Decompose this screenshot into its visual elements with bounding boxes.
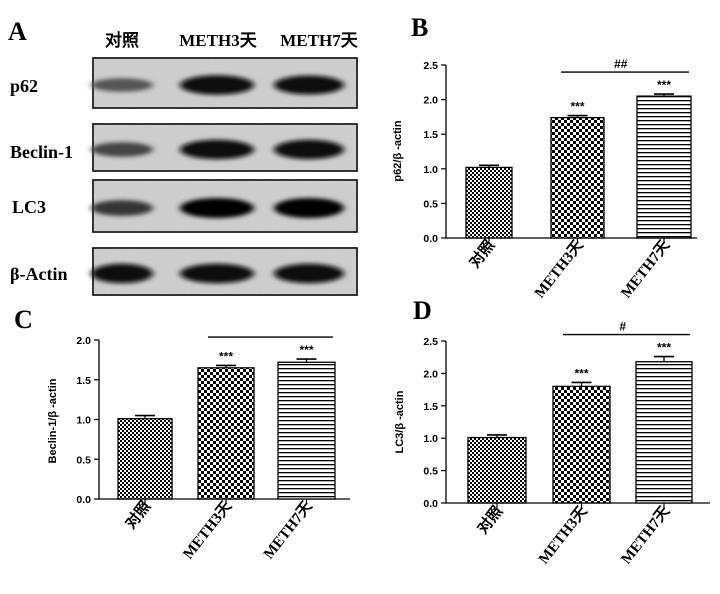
- y-tick-label: 0.0: [76, 494, 91, 506]
- panel-b-letter: B: [411, 13, 428, 42]
- y-tick-label: 0.5: [423, 466, 438, 478]
- category-label: METH3天: [180, 497, 236, 562]
- significance-marker: ***: [574, 366, 588, 380]
- y-tick-label: 2.0: [423, 95, 438, 107]
- bar: [465, 166, 513, 239]
- panel-a: A 对照 METH3天 METH7天 p62 Beclin-1 LC3 β-Actin: [8, 17, 359, 296]
- category-label: METH7天: [618, 502, 674, 567]
- blot-band: [180, 139, 254, 160]
- y-tick-label: 2.5: [423, 336, 438, 348]
- bar: [550, 116, 605, 239]
- significance-marker: ***: [219, 349, 233, 363]
- lane-label-meth3: METH3天: [179, 31, 257, 50]
- blot-band: [91, 78, 153, 92]
- y-tick-label: 1.0: [423, 164, 438, 176]
- significance-marker: ***: [657, 78, 671, 92]
- y-tick-label: 1.5: [76, 375, 91, 387]
- category-label: METH7天: [260, 497, 316, 562]
- blot-band: [274, 198, 344, 218]
- panel-a-letter: A: [8, 17, 27, 46]
- panel-d-chart: D 0.0 0.5 1.0 1.5 2.0 2.5 LC3/β -actin 对照 METH3天…: [394, 296, 710, 567]
- comparison-label: #: [619, 320, 626, 334]
- y-tick-label: 1.0: [76, 415, 91, 427]
- panel-c-chart: C 0.0 0.5 1.0 1.5 2.0 Beclin-1/β -actin 对照 METH…: [14, 305, 350, 562]
- y-tick-label: 0.5: [423, 198, 438, 210]
- y-tick-label: 1.0: [423, 433, 438, 445]
- comparison-label: ##: [614, 57, 628, 71]
- category-label: METH3天: [535, 502, 591, 567]
- category-label: 对照: [121, 497, 154, 532]
- blot-band: [91, 263, 153, 284]
- blot-band: [180, 75, 254, 95]
- bar: [636, 95, 692, 239]
- lane-label-control: 对照: [105, 30, 139, 50]
- blot-row-label: Beclin-1: [10, 142, 73, 162]
- blot-band: [274, 139, 344, 160]
- y-tick-label: 0.5: [76, 454, 91, 466]
- y-tick-label: 2.0: [76, 335, 91, 347]
- lane-label-meth7: METH7天: [280, 31, 358, 50]
- y-axis-label: LC3/β -actin: [394, 390, 406, 453]
- y-tick-label: 1.5: [423, 401, 438, 413]
- y-tick-label: 0.0: [423, 498, 438, 510]
- y-tick-label: 0.0: [423, 233, 438, 245]
- y-axis-label: p62/β -actin: [392, 120, 404, 181]
- panel-b-chart: B 0.0 0.5 1.0 1.5 2.0 2.5 p62/β -actin 对照 METH3天…: [392, 13, 697, 301]
- category-label: 对照: [473, 502, 506, 537]
- y-tick-label: 2.0: [423, 368, 438, 380]
- category-label: METH7天: [618, 236, 674, 301]
- blot-band: [274, 263, 344, 284]
- western-blot-rows: p62 Beclin-1 LC3 β-Actin: [10, 57, 358, 296]
- bar: [467, 436, 527, 504]
- panel-d-letter: D: [413, 296, 432, 325]
- blot-band: [180, 263, 254, 284]
- category-label: 对照: [465, 236, 498, 271]
- bar: [197, 367, 255, 500]
- blot-row-label: β-Actin: [10, 264, 67, 284]
- blot-band: [180, 198, 254, 218]
- significance-marker: ***: [570, 100, 584, 114]
- y-tick-label: 1.5: [423, 129, 438, 141]
- bar: [635, 361, 693, 504]
- category-label: METH3天: [531, 236, 587, 301]
- panel-c-letter: C: [14, 305, 33, 334]
- bar: [277, 361, 336, 500]
- significance-marker: ***: [299, 343, 313, 357]
- y-tick-label: 2.5: [423, 60, 438, 72]
- blot-band: [274, 75, 344, 95]
- bar: [552, 385, 611, 504]
- significance-marker: ***: [657, 341, 671, 355]
- bar: [117, 418, 173, 500]
- blot-row-label: p62: [10, 76, 38, 96]
- blot-row-label: LC3: [12, 197, 46, 217]
- blot-band: [91, 142, 153, 157]
- y-axis-label: Beclin-1/β -actin: [47, 378, 59, 463]
- blot-band: [91, 200, 153, 216]
